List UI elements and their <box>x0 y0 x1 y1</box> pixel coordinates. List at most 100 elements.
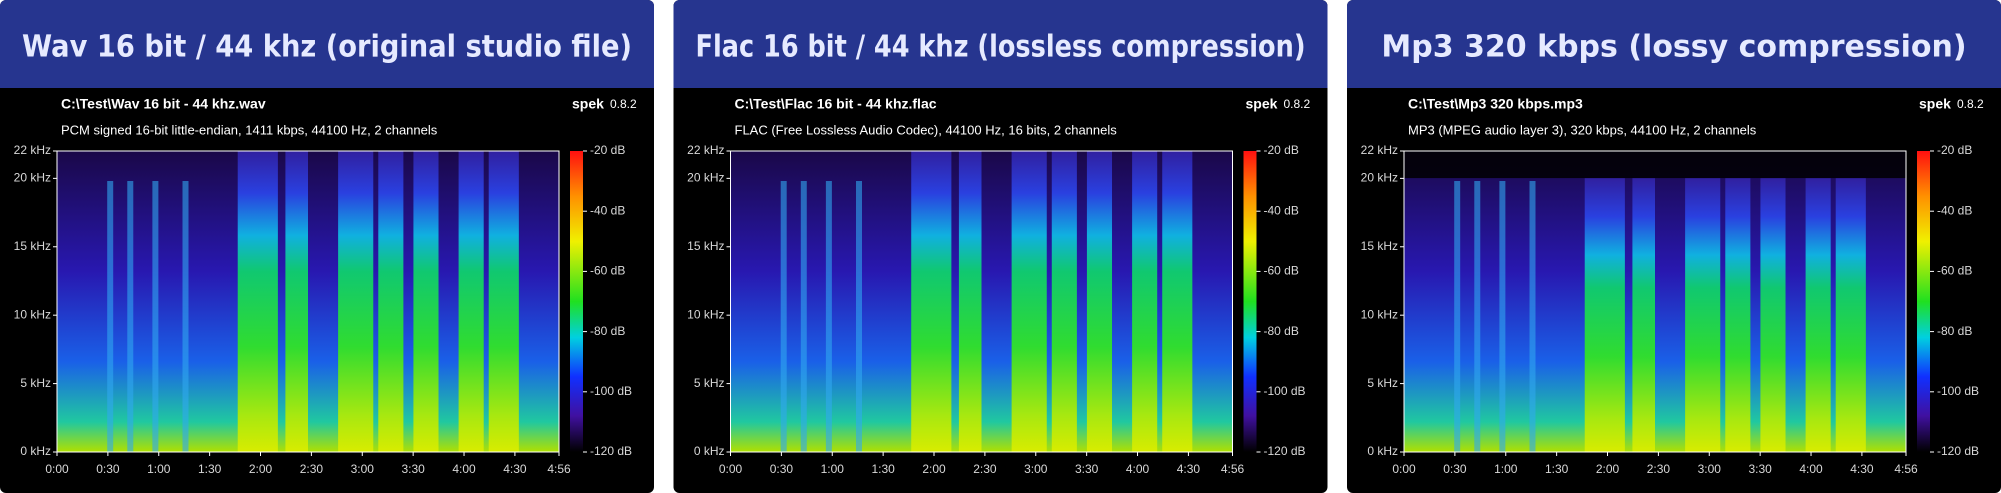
spek-panel: Mp3 320 kbps (lossy compression) C:\Test\… <box>1347 0 2001 493</box>
time-tick-label: 1:30 <box>198 462 222 476</box>
spectrogram-stripe <box>800 181 807 452</box>
spectrogram-stripe <box>127 181 134 452</box>
spectrogram-stripe <box>780 181 787 452</box>
time-tick-label: 1:30 <box>1545 462 1569 476</box>
time-tick-label: 3:00 <box>351 462 375 476</box>
db-tick-label: -80 dB <box>590 324 625 338</box>
header-band <box>0 0 654 88</box>
freq-tick-label: 20 kHz <box>1361 171 1398 185</box>
time-tick-label: 4:00 <box>1799 462 1823 476</box>
spectrogram-band <box>1162 151 1193 452</box>
app-name: spek <box>572 96 604 112</box>
time-tick-label: 3:30 <box>401 462 425 476</box>
freq-tick-label: 0 kHz <box>694 444 725 458</box>
time-tick-label: 3:00 <box>1024 462 1048 476</box>
file-path: C:\Test\Flac 16 bit - 44 khz.flac <box>735 96 937 112</box>
db-tick-label: -100 dB <box>1264 384 1306 398</box>
panel-title: Wav 16 bit / 44 khz (original studio fil… <box>22 30 632 65</box>
spectrogram-band <box>237 151 278 452</box>
db-tick-label: -100 dB <box>1937 384 1979 398</box>
spectrogram-stripe <box>825 181 832 452</box>
spectrogram-band <box>378 151 404 452</box>
db-tick-label: -40 dB <box>1264 203 1299 217</box>
color-bar <box>570 151 583 452</box>
spectrogram-band <box>1805 178 1831 452</box>
file-path: C:\Test\Mp3 320 kbps.mp3 <box>1408 96 1583 112</box>
time-tick-label: 4:00 <box>452 462 476 476</box>
db-tick-label: -20 dB <box>1264 143 1299 157</box>
time-tick-label: 4:56 <box>1221 462 1245 476</box>
time-tick-label: 2:30 <box>300 462 324 476</box>
spectrogram-band <box>1760 178 1786 452</box>
time-tick-label: 4:30 <box>1850 462 1874 476</box>
freq-tick-label: 10 kHz <box>687 307 724 321</box>
db-tick-label: -40 dB <box>1937 203 1972 217</box>
spectrogram-band <box>1011 151 1047 452</box>
spectrogram-stripe <box>107 181 114 452</box>
time-tick-label: 2:30 <box>1647 462 1671 476</box>
header-band <box>673 0 1328 88</box>
spectrogram-stripe <box>1454 181 1461 452</box>
freq-tick-label: 15 kHz <box>687 239 724 253</box>
panel-title: Mp3 320 kbps (lossy compression) <box>1381 30 1966 65</box>
time-tick-label: 0:30 <box>1443 462 1467 476</box>
time-tick-label: 4:30 <box>1177 462 1201 476</box>
spectrogram-stripe <box>1499 181 1506 452</box>
time-tick-label: 3:00 <box>1698 462 1722 476</box>
time-tick-label: 1:00 <box>147 462 171 476</box>
db-tick-label: -40 dB <box>590 203 625 217</box>
spectrogram-band <box>1632 178 1655 452</box>
db-tick-label: -60 dB <box>590 264 625 278</box>
spectrogram-band <box>911 151 952 452</box>
freq-tick-label: 22 kHz <box>14 143 51 157</box>
stream-description: FLAC (Free Lossless Audio Codec), 44100 … <box>735 122 1118 137</box>
spectrogram-band <box>458 151 484 452</box>
spectrogram-band <box>1725 178 1751 452</box>
db-tick-label: -20 dB <box>590 143 625 157</box>
spectrogram-stripe <box>1529 181 1536 452</box>
time-tick-label: 0:00 <box>1392 462 1416 476</box>
spectrogram-stripe <box>856 181 862 452</box>
time-tick-label: 0:30 <box>96 462 120 476</box>
time-tick-label: 2:00 <box>1596 462 1620 476</box>
freq-tick-label: 15 kHz <box>14 239 51 253</box>
plot-frame <box>730 150 1233 453</box>
color-bar <box>1917 151 1930 452</box>
freq-tick-label: 22 kHz <box>1361 143 1398 157</box>
freq-tick-label: 0 kHz <box>1367 444 1398 458</box>
time-tick-label: 3:30 <box>1075 462 1099 476</box>
spectrogram-band <box>413 151 439 452</box>
spectrogram-band <box>1051 151 1077 452</box>
plot-frame <box>1403 150 1907 453</box>
app-version: 0.8.2 <box>1284 97 1311 111</box>
spectrogram-band <box>1685 178 1721 452</box>
time-tick-label: 2:00 <box>249 462 273 476</box>
stream-description: PCM signed 16-bit little-endian, 1411 kb… <box>61 122 438 137</box>
spek-panel: Flac 16 bit / 44 khz (lossless compressi… <box>673 0 1328 493</box>
spectrogram-stripe <box>1474 181 1481 452</box>
color-bar <box>1243 151 1257 452</box>
time-tick-label: 1:00 <box>1494 462 1518 476</box>
spectrogram-stripe <box>152 181 159 452</box>
freq-tick-label: 20 kHz <box>14 171 51 185</box>
header-band <box>1347 0 2001 88</box>
app-name: spek <box>1246 96 1278 112</box>
freq-tick-label: 10 kHz <box>1361 307 1398 321</box>
db-tick-label: -80 dB <box>1264 324 1299 338</box>
time-tick-label: 4:56 <box>1894 462 1918 476</box>
db-tick-label: -60 dB <box>1264 264 1299 278</box>
time-tick-label: 3:30 <box>1748 462 1772 476</box>
time-tick-label: 1:00 <box>821 462 845 476</box>
time-tick-label: 4:00 <box>1126 462 1150 476</box>
time-tick-label: 0:00 <box>45 462 69 476</box>
db-tick-label: -120 dB <box>1937 444 1979 458</box>
db-tick-label: -120 dB <box>590 444 632 458</box>
spectrogram-band <box>285 151 308 452</box>
time-tick-label: 2:00 <box>922 462 946 476</box>
time-tick-label: 4:56 <box>547 462 571 476</box>
spek-panel: Wav 16 bit / 44 khz (original studio fil… <box>0 0 654 493</box>
freq-tick-label: 20 kHz <box>687 171 724 185</box>
freq-tick-label: 0 kHz <box>20 444 51 458</box>
db-tick-label: -100 dB <box>590 384 632 398</box>
db-tick-label: -20 dB <box>1937 143 1972 157</box>
